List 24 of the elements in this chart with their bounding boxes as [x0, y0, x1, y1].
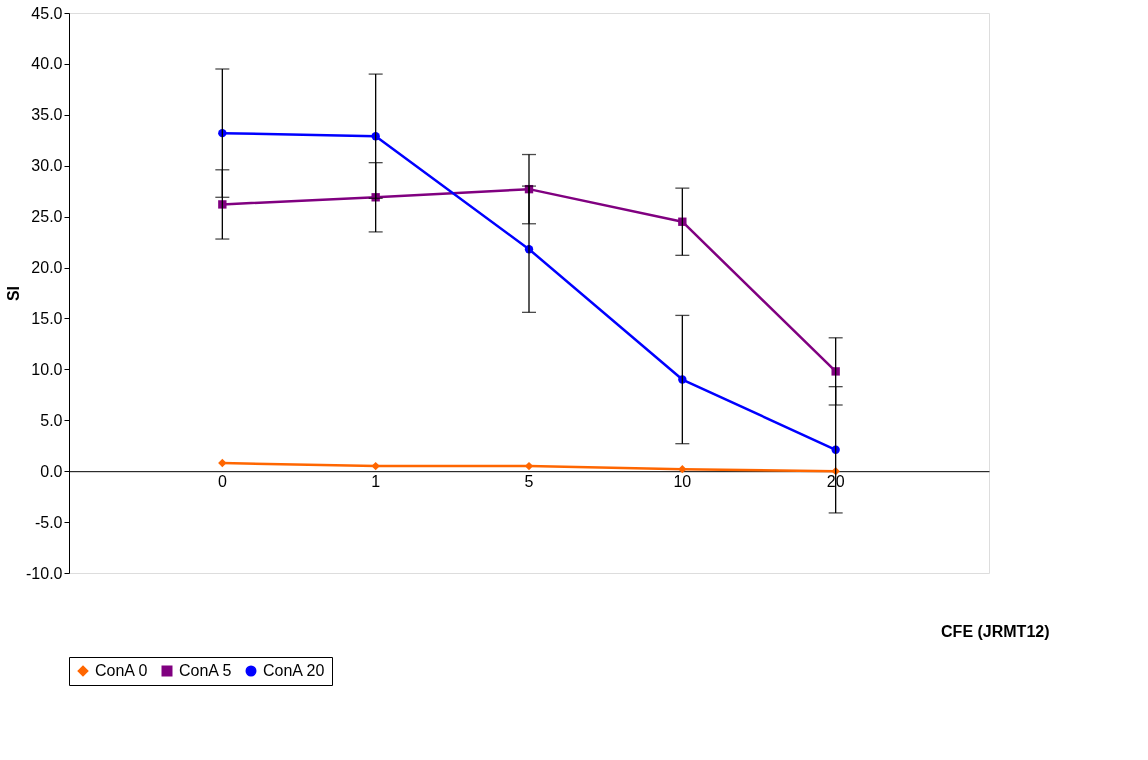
- y-tick-label: 25.0: [31, 208, 63, 226]
- point: [678, 464, 687, 474]
- legend-label: ConA 5: [179, 662, 232, 679]
- y-tick-label: 40.0: [31, 55, 63, 73]
- y-tick-label: 10.0: [31, 360, 63, 378]
- y-tick-label: 15.0: [31, 309, 63, 327]
- x-tick-label: 0: [217, 472, 227, 490]
- y-tick-label: -10.0: [26, 564, 63, 582]
- x-tick-label: 5: [524, 472, 534, 490]
- x-tick-label: 10: [673, 472, 692, 490]
- point: [371, 461, 380, 471]
- y-tick-label: 0.0: [40, 462, 63, 480]
- y-axis-title: SI: [5, 285, 23, 302]
- x-tick-label: 1: [371, 472, 381, 490]
- y-tick-label: 30.0: [31, 157, 63, 175]
- y-tick-label: 20.0: [31, 259, 63, 277]
- y-tick-label: 45.0: [31, 4, 63, 22]
- legend-label: ConA 0: [95, 662, 148, 679]
- y-tick-label: 5.0: [40, 411, 63, 429]
- legend-label: ConA 20: [263, 662, 325, 679]
- x-axis-title: CFE (JRMT12): [941, 622, 1050, 640]
- y-tick-label: 35.0: [31, 106, 63, 124]
- y-tick-label: -5.0: [34, 513, 63, 531]
- point: [218, 458, 227, 468]
